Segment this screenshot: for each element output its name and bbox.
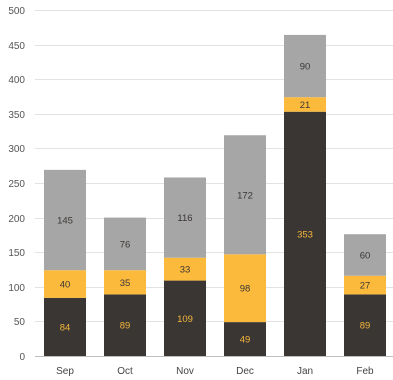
bar-segment bbox=[164, 280, 206, 356]
y-tick-label: 200 bbox=[8, 214, 25, 225]
data-label: 89 bbox=[360, 321, 371, 332]
bar-segment bbox=[344, 294, 386, 356]
data-label: 35 bbox=[120, 278, 131, 289]
data-label: 21 bbox=[300, 100, 311, 111]
bar-segment bbox=[104, 217, 146, 271]
gridlines bbox=[35, 10, 393, 322]
data-label: 109 bbox=[177, 314, 193, 325]
y-tick-label: 400 bbox=[8, 75, 25, 86]
data-label: 76 bbox=[120, 239, 131, 250]
x-tick-label: Oct bbox=[117, 366, 133, 377]
bar-segment bbox=[344, 234, 386, 276]
y-tick-label: 450 bbox=[8, 41, 25, 52]
y-tick-label: 350 bbox=[8, 110, 25, 121]
data-label: 89 bbox=[120, 321, 131, 332]
bar-segment bbox=[344, 275, 386, 295]
bar-segment bbox=[284, 111, 326, 356]
y-tick-label: 150 bbox=[8, 248, 25, 259]
x-tick-label: Jan bbox=[297, 366, 313, 377]
y-tick-label: 100 bbox=[8, 283, 25, 294]
bar-segment bbox=[224, 135, 266, 255]
data-label: 98 bbox=[240, 284, 251, 295]
data-label: 172 bbox=[237, 190, 253, 201]
x-tick-label: Dec bbox=[236, 366, 254, 377]
data-label: 60 bbox=[360, 250, 371, 261]
data-label: 90 bbox=[300, 62, 311, 73]
bar-segment bbox=[284, 97, 326, 112]
data-label: 33 bbox=[180, 265, 191, 276]
y-tick-label: 50 bbox=[14, 317, 26, 328]
bar-segment bbox=[44, 169, 86, 271]
bar-segment bbox=[104, 294, 146, 356]
data-label: 49 bbox=[240, 335, 251, 346]
data-label: 40 bbox=[60, 280, 71, 291]
y-tick-label: 0 bbox=[19, 352, 25, 363]
y-tick-label: 250 bbox=[8, 179, 25, 190]
data-label: 84 bbox=[60, 322, 71, 333]
bar-segment bbox=[224, 322, 266, 356]
x-tick-label: Sep bbox=[56, 366, 74, 377]
y-tick-label: 500 bbox=[8, 6, 25, 17]
data-label: 353 bbox=[297, 229, 313, 240]
bar-segment bbox=[44, 297, 86, 356]
bar-segment bbox=[104, 270, 146, 295]
x-axis-category-labels: Sep Oct Nov Dec Jan Feb bbox=[56, 366, 374, 377]
bar-segment bbox=[164, 257, 206, 281]
data-label: 116 bbox=[177, 213, 192, 224]
bar-segment bbox=[164, 177, 206, 258]
y-axis-tick-labels: 0 50 100 150 200 250 300 350 400 450 500 bbox=[8, 6, 25, 363]
bar-segment bbox=[224, 254, 266, 323]
data-labels: 84 40 145 89 35 76 109 33 116 49 98 172 353 21 90 89 27 6… bbox=[57, 62, 370, 346]
data-label: 27 bbox=[360, 281, 371, 292]
y-tick-label: 300 bbox=[8, 144, 25, 155]
x-tick-label: Nov bbox=[176, 366, 194, 377]
bar-segment bbox=[44, 270, 86, 298]
bars bbox=[44, 34, 386, 356]
x-tick-label: Feb bbox=[356, 366, 374, 377]
data-label: 145 bbox=[57, 216, 73, 227]
bar-segment bbox=[284, 34, 326, 98]
